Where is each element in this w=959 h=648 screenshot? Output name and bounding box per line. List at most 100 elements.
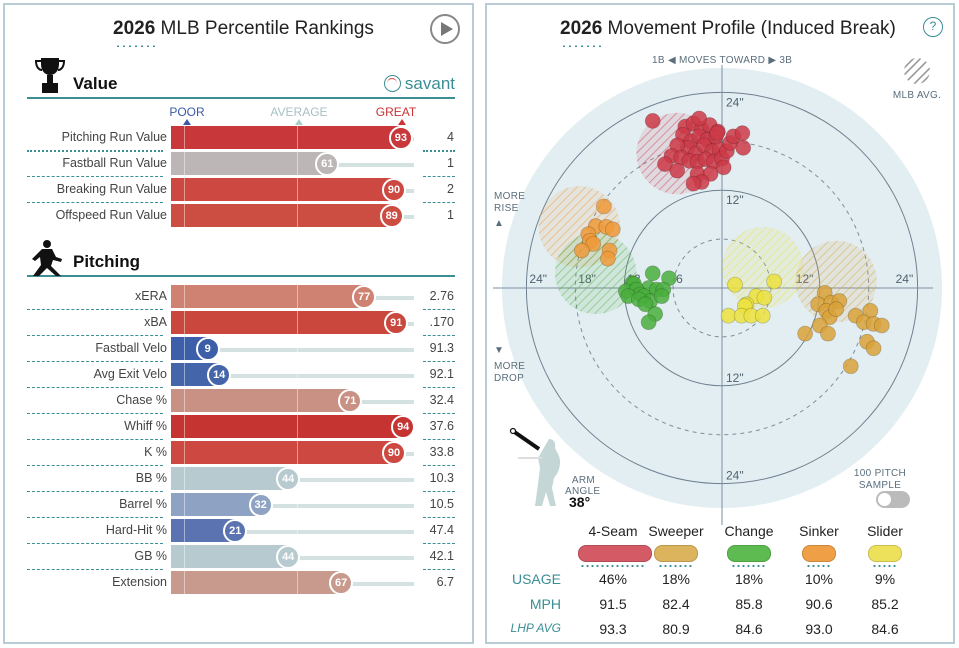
pitching-metric-row[interactable]: Fastball Velo 9 91.3 — [5, 337, 472, 362]
average-gridline — [297, 311, 298, 334]
poor-gridline — [184, 126, 185, 149]
metric-value: 10.5 — [429, 497, 454, 511]
pitch-type-sweeper[interactable]: Sweeper — [641, 523, 711, 567]
pitch-type-sinker[interactable]: Sinker — [784, 523, 854, 567]
metric-name: K % — [144, 445, 167, 459]
pitching-metric-row[interactable]: xBA 91 .170 — [5, 311, 472, 336]
percentile-bar — [171, 126, 401, 149]
percentile-bar — [171, 519, 236, 542]
pitch-point-change — [637, 296, 654, 313]
pitch-color-swatch — [868, 545, 902, 562]
pitch-lhp-avg-value: 80.9 — [662, 621, 690, 637]
value-metric-row[interactable]: Pitching Run Value 93 4 — [5, 126, 472, 151]
row-divider — [423, 491, 455, 492]
pitch-point-sweeper — [842, 358, 859, 375]
pitch-point-4-seam — [644, 113, 661, 129]
poor-gridline — [184, 571, 185, 594]
poor-gridline — [184, 204, 185, 227]
swatch-underline — [806, 565, 832, 567]
pitching-metric-row[interactable]: BB % 44 10.3 — [5, 467, 472, 492]
percentile-track — [171, 374, 414, 378]
average-gridline — [297, 337, 298, 360]
metric-value: 32.4 — [429, 393, 454, 407]
pitch-point-slider — [766, 273, 783, 290]
pitch-point-sweeper — [828, 301, 845, 318]
percentile-bar — [171, 152, 328, 175]
pitch-point-sinker — [604, 221, 621, 238]
pitching-metric-row[interactable]: Extension 67 6.7 — [5, 571, 472, 596]
metric-name: Breaking Run Value — [56, 182, 167, 196]
pitching-metric-row[interactable]: Barrel % 32 10.5 — [5, 493, 472, 518]
percentile-badge: 61 — [315, 152, 340, 176]
metric-value: 4 — [447, 130, 454, 144]
poor-gridline — [184, 337, 185, 360]
average-gridline — [297, 126, 298, 149]
metric-value: 1 — [447, 156, 454, 170]
row-divider — [423, 543, 455, 544]
down-triangle-icon: ▼ — [494, 345, 505, 356]
pitch-color-swatch — [727, 545, 771, 562]
pitching-metric-row[interactable]: GB % 44 42.1 — [5, 545, 472, 570]
swatch-underline — [580, 565, 646, 567]
play-icon[interactable] — [430, 14, 460, 44]
metric-name: Fastball Run Value — [62, 156, 167, 170]
metric-name: Chase % — [116, 393, 167, 407]
pitch-point-sinker — [573, 242, 590, 259]
metric-value: 10.3 — [429, 471, 454, 485]
percentile-bar — [171, 204, 392, 227]
ring-label-24-right: 24" — [896, 272, 914, 286]
metric-value: 2 — [447, 182, 454, 196]
metric-name: BB % — [135, 471, 167, 485]
pitch-color-swatch — [802, 545, 836, 562]
metric-name: Avg Exit Velo — [93, 367, 167, 381]
pitching-section-label: Pitching — [73, 252, 141, 271]
pitch-point-4-seam — [735, 139, 752, 156]
percentile-badge: 71 — [338, 389, 363, 413]
pitching-metric-row[interactable]: Chase % 71 32.4 — [5, 389, 472, 414]
percentile-bar — [171, 178, 394, 201]
pitch-usage-value: 46% — [598, 571, 628, 587]
help-icon[interactable]: ? — [923, 17, 943, 37]
arm-angle-label: ARM ANGLE — [565, 475, 601, 497]
percentile-badge: 91 — [384, 311, 409, 335]
pitch-sample-toggle[interactable] — [876, 491, 910, 508]
row-divider — [423, 150, 455, 152]
usage-row-label: USAGE — [511, 571, 561, 587]
pitching-metric-row[interactable]: K % 90 33.8 — [5, 441, 472, 466]
savant-logo[interactable]: savant — [383, 74, 455, 94]
metric-value: 2.76 — [429, 289, 454, 303]
metric-value: 47.4 — [429, 523, 454, 537]
metric-name: xERA — [135, 289, 167, 303]
ring-label-24-top: 24" — [726, 95, 744, 109]
pitch-type-change[interactable]: Change — [714, 523, 784, 567]
pitching-metric-row[interactable]: Whiff % 94 37.6 — [5, 415, 472, 440]
row-divider — [423, 465, 455, 466]
pitch-point-4-seam — [669, 162, 686, 179]
value-metric-row[interactable]: Breaking Run Value 90 2 — [5, 178, 472, 203]
metric-value: 91.3 — [429, 341, 454, 355]
pitch-type-4-seam[interactable]: 4-Seam — [578, 523, 652, 567]
row-divider — [27, 176, 163, 177]
value-metric-row[interactable]: Fastball Run Value 61 1 — [5, 152, 472, 177]
pitching-metric-row[interactable]: Hard-Hit % 21 47.4 — [5, 519, 472, 544]
pitch-point-sweeper — [820, 325, 836, 342]
pitch-point-slider — [727, 276, 743, 293]
pitch-type-slider[interactable]: Slider — [850, 523, 920, 567]
average-gridline — [297, 204, 298, 227]
pitch-lhp-avg-value: 93.0 — [805, 621, 833, 637]
pitch-point-4-seam — [709, 125, 726, 142]
ring-label-12-top: 12" — [726, 193, 744, 207]
metric-value: 33.8 — [429, 445, 454, 459]
pitching-metric-row[interactable]: Avg Exit Velo 14 92.1 — [5, 363, 472, 388]
percentile-badge: 14 — [207, 363, 232, 387]
pitching-metric-row[interactable]: xERA 77 2.76 — [5, 285, 472, 310]
pitch-usage-value: 18% — [661, 571, 691, 587]
row-divider — [27, 517, 163, 518]
percentile-badge: 32 — [248, 493, 273, 517]
row-divider — [423, 361, 455, 362]
pitch-usage-value: 9% — [874, 571, 896, 587]
row-divider — [27, 309, 163, 310]
value-metric-row[interactable]: Offspeed Run Value 89 1 — [5, 204, 472, 229]
average-gridline — [297, 285, 298, 308]
trophy-icon — [34, 58, 66, 93]
